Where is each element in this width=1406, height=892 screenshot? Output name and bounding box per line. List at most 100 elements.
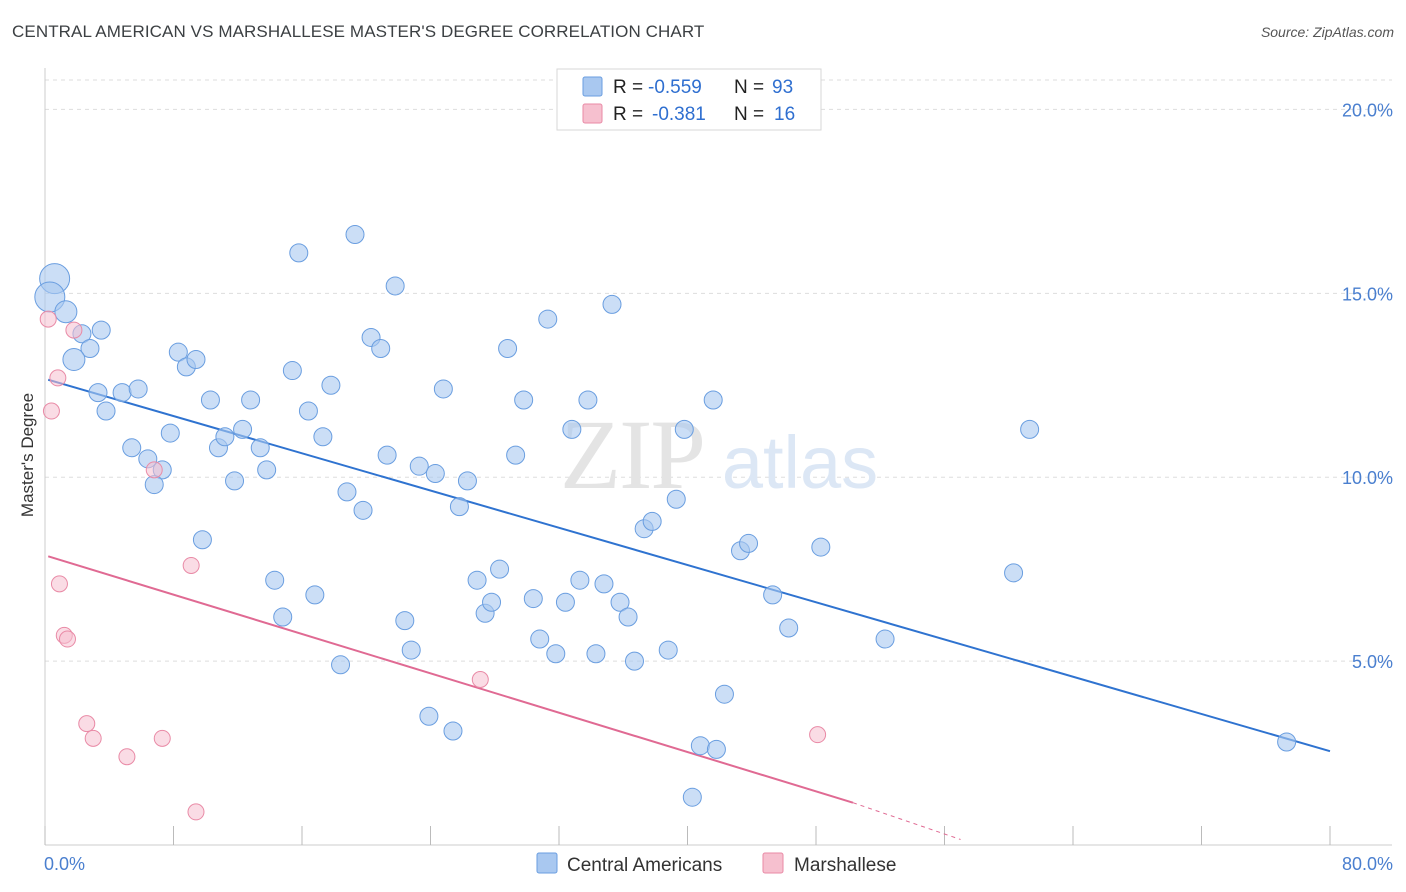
points-layer (34, 224, 1297, 821)
marshallese-point (118, 748, 136, 766)
central-americans-point (401, 640, 421, 660)
bottom-legend-swatch-blue (536, 852, 558, 874)
central-americans-point (467, 570, 487, 590)
y-tick-label: 5.0% (1352, 652, 1393, 672)
central-americans-point (875, 629, 895, 649)
central-americans-point (186, 350, 206, 370)
y-tick-label: 10.0% (1342, 468, 1393, 488)
central-americans-point (112, 383, 132, 403)
central-americans-point (257, 460, 277, 480)
central-americans-point (779, 618, 799, 638)
legend-n-value: 93 (772, 77, 793, 98)
central-americans-point (658, 640, 678, 660)
central-americans-point (594, 574, 614, 594)
central-americans-point (91, 320, 111, 340)
legend-r-label: R = (613, 104, 643, 125)
axes-layer (44, 68, 1392, 846)
top-legend: R = -0.559 N = 93 R = -0.381 N = 16 (556, 68, 822, 131)
central-americans-point (1004, 563, 1024, 583)
central-americans-point (514, 390, 534, 410)
y-tick-label: 15.0% (1342, 284, 1393, 304)
central-americans-point (449, 497, 469, 517)
legend-r-value: -0.381 (652, 104, 706, 125)
central-americans-point (241, 390, 261, 410)
central-americans-point (88, 383, 108, 403)
central-americans-point (586, 644, 606, 664)
central-americans-point (250, 438, 270, 458)
central-americans-point (96, 401, 116, 421)
central-americans-point (200, 390, 220, 410)
central-americans-point (482, 592, 502, 612)
central-americans-point (498, 338, 518, 358)
bottom-legend-label: Marshallese (794, 855, 896, 876)
marshallese-point (182, 556, 200, 574)
marshallese-point (42, 402, 60, 420)
marshallese-trend-extension (852, 802, 961, 840)
central-americans-point (345, 224, 365, 244)
central-americans-point (265, 570, 285, 590)
bottom-legend-swatch-pink (762, 852, 784, 874)
central-americans-point (714, 684, 734, 704)
watermark: ZIP atlas (560, 399, 878, 510)
central-americans-point (128, 379, 148, 399)
marshallese-point (809, 726, 827, 744)
marshallese-point (84, 729, 102, 747)
central-americans-point (642, 511, 662, 531)
y-axis-label: Master's Degree (18, 393, 37, 517)
central-americans-point (395, 611, 415, 631)
central-americans-point (80, 338, 100, 358)
central-americans-point (1020, 419, 1040, 439)
central-americans-point (538, 309, 558, 329)
legend-r-label: R = (613, 77, 643, 98)
central-americans-point (703, 390, 723, 410)
marshallese-point (471, 670, 489, 688)
chart-title: CENTRAL AMERICAN VS MARSHALLESE MASTER'S… (12, 22, 705, 41)
legend-swatch-blue (582, 76, 603, 97)
marshallese-point (187, 803, 205, 821)
legend-n-label: N = (734, 104, 764, 125)
central-americans-point (666, 489, 686, 509)
central-americans-point (674, 419, 694, 439)
central-americans-point (739, 533, 759, 553)
central-americans-point (578, 390, 598, 410)
marshallese-point (50, 575, 68, 593)
central-americans-point (523, 589, 543, 609)
central-americans-point (530, 629, 550, 649)
marshallese-point (153, 729, 171, 747)
central-americans-point (215, 427, 235, 447)
central-americans-point (624, 651, 644, 671)
central-americans-point (457, 471, 477, 491)
central-americans-point (690, 736, 710, 756)
central-americans-point (490, 559, 510, 579)
central-americans-point (282, 361, 302, 381)
central-americans-point (225, 471, 245, 491)
central-americans-point (409, 456, 429, 476)
bottom-legend-label: Central Americans (567, 855, 722, 876)
central-americans-point (1277, 732, 1297, 752)
central-americans-point (233, 419, 253, 439)
central-americans-point (54, 300, 78, 324)
tick-label-layer: 5.0% 10.0% 15.0% 20.0% 0.0% 80.0% (44, 100, 1393, 874)
x-tick-label: 80.0% (1342, 854, 1393, 874)
central-americans-point (62, 348, 86, 372)
marshallese-trend-line (47, 555, 854, 804)
central-americans-point (763, 585, 783, 605)
central-americans-point (337, 482, 357, 502)
central-americans-point (443, 721, 463, 741)
central-americans-point (425, 464, 445, 484)
bottom-legend: Central Americans Marshallese (536, 852, 896, 876)
central-americans-point (546, 644, 566, 664)
central-americans-point (273, 607, 293, 627)
central-americans-point (618, 607, 638, 627)
central-americans-point (602, 294, 622, 314)
central-americans-point (506, 445, 526, 465)
central-americans-point (160, 423, 180, 443)
central-americans-point (433, 379, 453, 399)
legend-n-label: N = (734, 77, 764, 98)
central-americans-point (371, 338, 391, 358)
central-americans-point (570, 570, 590, 590)
marshallese-point (145, 461, 163, 479)
marshallese-point (78, 715, 96, 733)
legend-n-value: 16 (774, 104, 795, 125)
